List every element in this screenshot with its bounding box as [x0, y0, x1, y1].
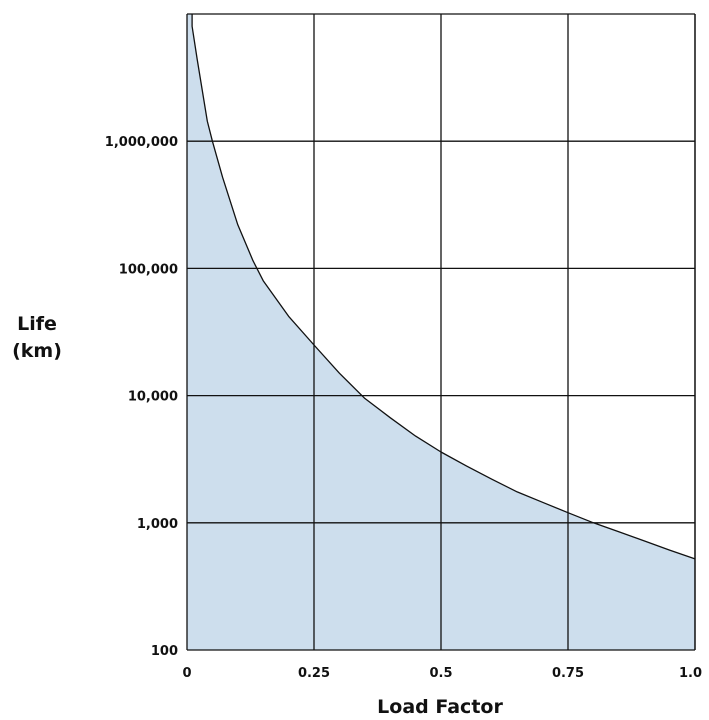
y-axis-title-line-1: Life	[17, 313, 57, 335]
series-line	[191, 14, 696, 560]
grid-layer	[186, 13, 696, 651]
y-tick-label-3: 100,000	[119, 262, 178, 277]
y-tick-labels: 100 1,000 10,000 100,000 1,000,000	[105, 135, 178, 659]
x-axis-title: Load Factor	[377, 696, 503, 718]
y-tick-label-1: 1,000	[137, 517, 178, 532]
x-tick-labels: 0 0.25 0.5 0.75 1.0	[182, 666, 702, 681]
x-tick-label-2: 0.5	[429, 666, 452, 681]
series-line-layer	[191, 14, 696, 560]
x-tick-label-0: 0	[182, 666, 191, 681]
x-tick-label-4: 1.0	[679, 666, 702, 681]
y-axis-title-line-2: (km)	[12, 340, 62, 362]
y-tick-label-4: 1,000,000	[105, 135, 178, 150]
y-tick-label-0: 100	[151, 644, 178, 659]
y-tick-label-2: 10,000	[128, 390, 178, 405]
x-tick-label-3: 0.75	[552, 666, 584, 681]
x-tick-label-1: 0.25	[298, 666, 330, 681]
